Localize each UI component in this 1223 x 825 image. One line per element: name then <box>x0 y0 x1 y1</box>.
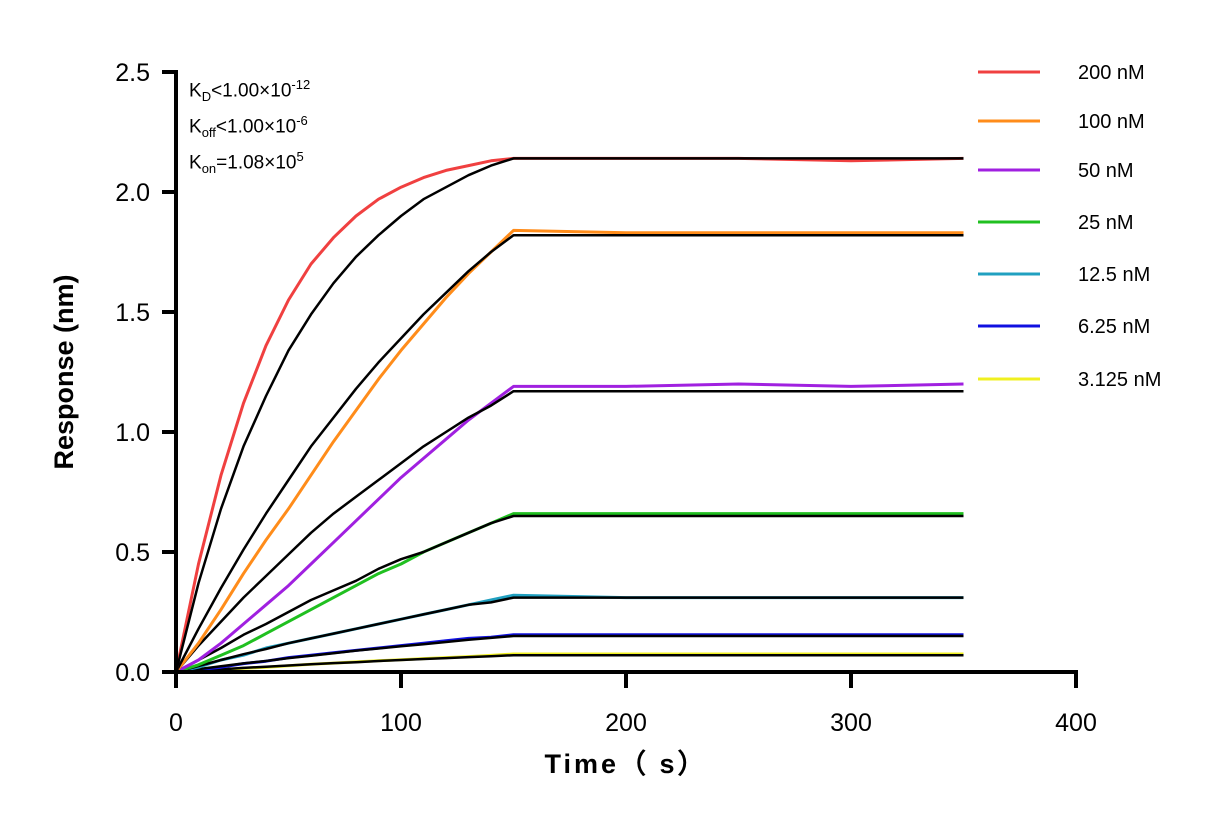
kon-annotation: Kon=1.08×105 <box>189 149 304 177</box>
legend: 200 nM 100 nM 50 nM 25 nM 12.5 nM 6.25 nM 3.12… <box>978 62 1161 391</box>
legend-label: 25 nM <box>1078 212 1134 234</box>
x-tick-label: 100 <box>380 709 422 737</box>
series-layer <box>174 156 964 674</box>
series-line-25-nM <box>175 512 964 674</box>
y-tick-label: 2.0 <box>115 179 150 207</box>
x-axis-title: Time（ s） <box>544 749 707 779</box>
fit-line-12.5-nM <box>175 596 964 674</box>
legend-label: 3.125 nM <box>1078 369 1161 391</box>
y-tick-label: 1.0 <box>115 419 150 447</box>
y-axis-title: Response (nm) <box>49 274 79 469</box>
fit-line-200-nM <box>174 157 964 673</box>
x-tick-label: 400 <box>1055 709 1097 737</box>
fit-line-50-nM <box>175 389 964 673</box>
y-tick-label: 0.0 <box>115 659 150 687</box>
x-tick-label: 0 <box>169 709 183 737</box>
fit-line-3.125-nM <box>175 653 964 674</box>
koff-annotation: Koff<1.00×10-6 <box>189 113 308 141</box>
fit-line-100-nM <box>174 233 964 673</box>
y-tick-label: 0.5 <box>115 539 150 567</box>
series-line-50-nM <box>175 382 964 674</box>
legend-label: 50 nM <box>1078 160 1134 182</box>
legend-label: 200 nM <box>1078 62 1145 84</box>
legend-label: 100 nM <box>1078 111 1145 133</box>
x-tick-label: 300 <box>830 709 872 737</box>
x-tick-label: 200 <box>605 709 647 737</box>
legend-label: 12.5 nM <box>1078 264 1150 286</box>
y-tick-label: 2.5 <box>115 59 150 87</box>
ticks: 0.0 0.5 1.0 1.5 2.0 2.5 0 100 200 300 400 <box>115 59 1097 737</box>
legend-label: 6.25 nM <box>1078 316 1150 338</box>
fit-line-25-nM <box>175 514 964 674</box>
y-tick-label: 1.5 <box>115 299 150 327</box>
fit-line-6.25-nM <box>175 634 964 674</box>
series-line-100-nM <box>174 228 964 673</box>
kd-annotation: KD<1.00×10-12 <box>189 77 311 105</box>
